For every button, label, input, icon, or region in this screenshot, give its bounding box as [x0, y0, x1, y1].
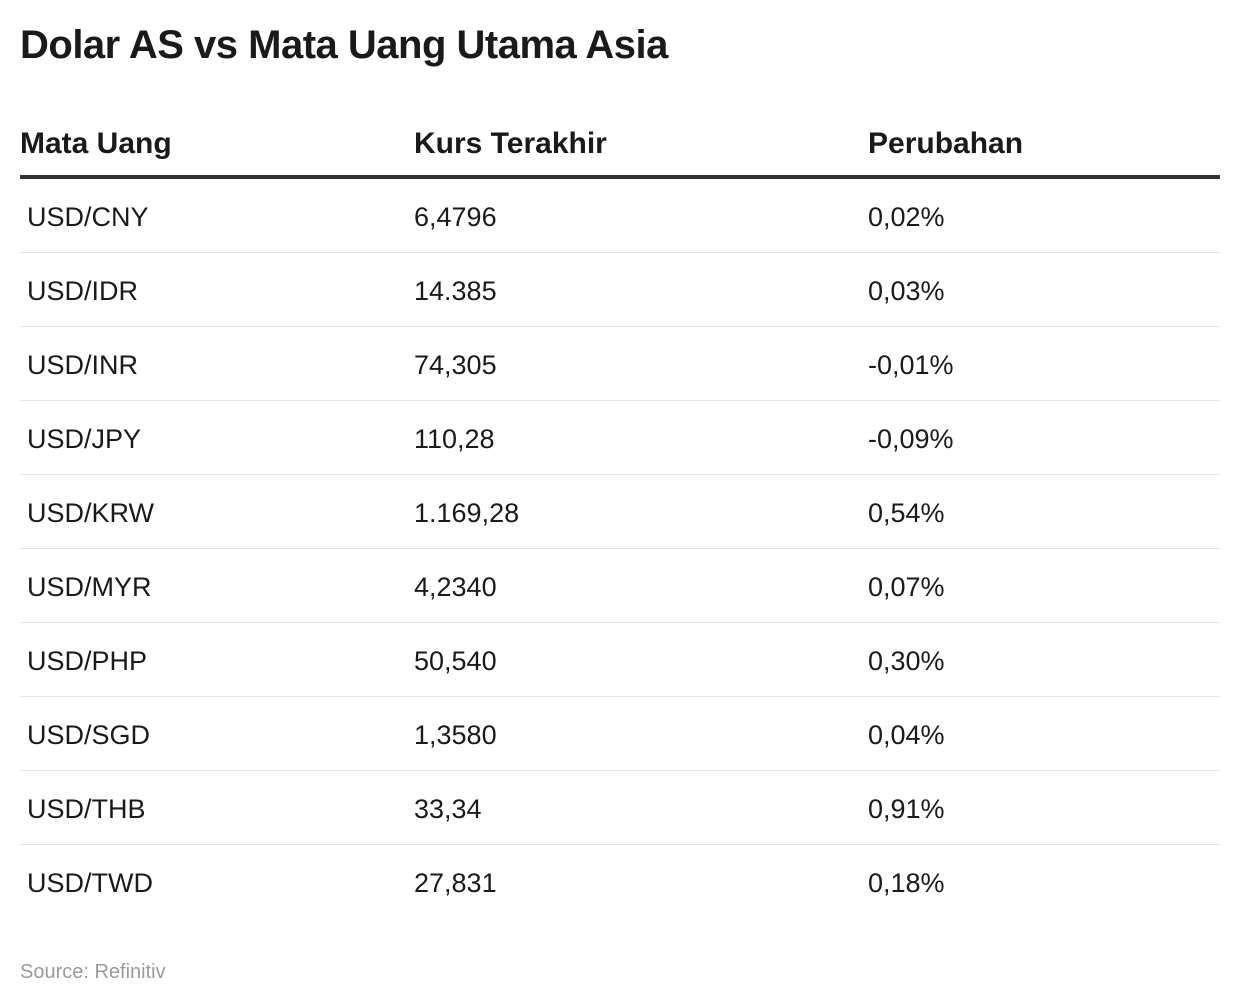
currency-pair-cell: USD/TWD	[27, 868, 153, 898]
change-cell: -0,09%	[868, 424, 954, 454]
table-row: USD/THB 33,34 0,91%	[20, 771, 1220, 845]
last-rate-cell: 33,34	[414, 794, 482, 824]
change-cell: 0,02%	[868, 202, 945, 232]
change-cell: 0,54%	[868, 498, 945, 528]
change-cell: -0,01%	[868, 350, 954, 380]
table-row: USD/CNY 6,4796 0,02%	[20, 179, 1220, 253]
table-row: USD/INR 74,305 -0,01%	[20, 327, 1220, 401]
change-cell: 0,91%	[868, 794, 945, 824]
table-row: USD/IDR 14.385 0,03%	[20, 253, 1220, 327]
last-rate-cell: 4,2340	[414, 572, 497, 602]
last-rate-cell: 14.385	[414, 276, 497, 306]
exchange-rate-table: Mata Uang Kurs Terakhir Perubahan USD/CN…	[20, 107, 1220, 919]
source-note: Source: Refinitiv	[20, 961, 166, 983]
last-rate-cell: 74,305	[414, 350, 497, 380]
column-header-currency: Mata Uang	[20, 127, 172, 160]
currency-pair-cell: USD/THB	[27, 794, 146, 824]
currency-pair-cell: USD/KRW	[27, 498, 155, 528]
table-row: USD/MYR 4,2340 0,07%	[20, 549, 1220, 623]
last-rate-cell: 50,540	[414, 646, 497, 676]
table-row: USD/TWD 27,831 0,18%	[20, 845, 1220, 919]
last-rate-cell: 27,831	[414, 868, 497, 898]
currency-pair-cell: USD/SGD	[27, 720, 151, 750]
table-row: USD/SGD 1,3580 0,04%	[20, 697, 1220, 771]
last-rate-cell: 110,28	[414, 424, 495, 454]
column-header-last-rate: Kurs Terakhir	[414, 127, 607, 160]
currency-pair-cell: USD/PHP	[27, 646, 148, 676]
table-row: USD/JPY 110,28 -0,09%	[20, 401, 1220, 475]
page-title: Dolar AS vs Mata Uang Utama Asia	[20, 23, 668, 67]
change-cell: 0,03%	[868, 276, 945, 306]
currency-pair-cell: USD/JPY	[27, 424, 142, 454]
table-row: USD/KRW 1.169,28 0,54%	[20, 475, 1220, 549]
last-rate-cell: 1.169,28	[414, 498, 520, 528]
currency-pair-cell: USD/INR	[27, 350, 139, 380]
currency-pair-cell: USD/CNY	[27, 202, 149, 232]
table-row: USD/PHP 50,540 0,30%	[20, 623, 1220, 697]
table-header-row: Mata Uang Kurs Terakhir Perubahan	[20, 107, 1220, 179]
column-header-change: Perubahan	[868, 127, 1024, 160]
currency-pair-cell: USD/IDR	[27, 276, 139, 306]
change-cell: 0,18%	[868, 868, 945, 898]
change-cell: 0,07%	[868, 572, 945, 602]
change-cell: 0,30%	[868, 646, 945, 676]
change-cell: 0,04%	[868, 720, 945, 750]
currency-pair-cell: USD/MYR	[27, 572, 152, 602]
last-rate-cell: 1,3580	[414, 720, 497, 750]
table-body: USD/CNY 6,4796 0,02% USD/IDR 14.385 0,03% USD/…	[20, 179, 1220, 919]
last-rate-cell: 6,4796	[414, 202, 497, 232]
